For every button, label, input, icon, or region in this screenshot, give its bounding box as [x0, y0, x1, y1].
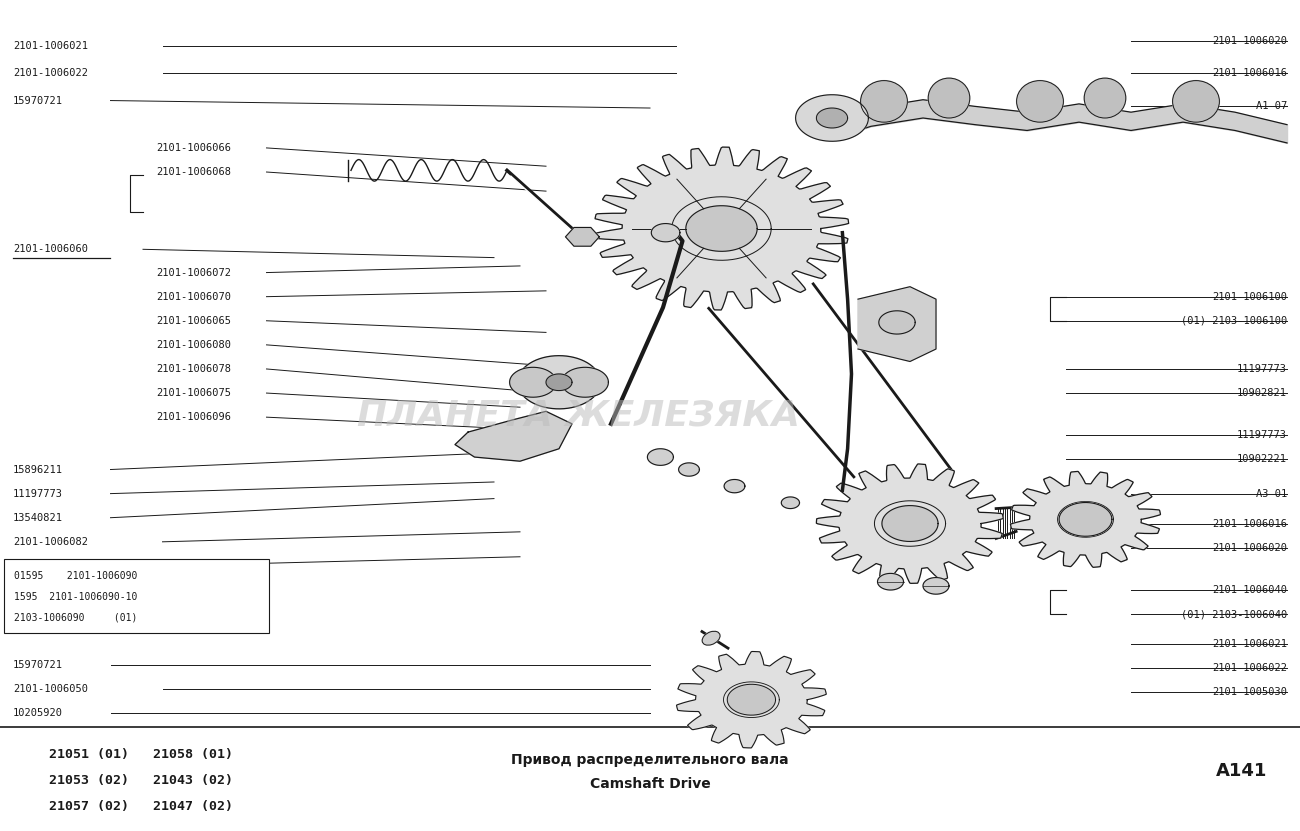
Text: 2101-1006021: 2101-1006021 [13, 41, 88, 51]
Text: 10902221: 10902221 [1238, 454, 1287, 464]
Text: A141: A141 [1216, 762, 1268, 780]
Text: 2101-1006075: 2101-1006075 [156, 388, 231, 398]
Ellipse shape [861, 81, 907, 122]
Text: Camshaft Drive: Camshaft Drive [590, 777, 710, 790]
Polygon shape [676, 652, 827, 748]
Text: Привод распределительного вала: Привод распределительного вала [511, 753, 789, 766]
Text: 2101-1006080: 2101-1006080 [156, 340, 231, 350]
Polygon shape [781, 497, 800, 509]
Polygon shape [651, 224, 680, 242]
Text: (01) 2103-1006100: (01) 2103-1006100 [1180, 316, 1287, 326]
Polygon shape [923, 578, 949, 594]
Polygon shape [686, 206, 757, 251]
Text: 2101-1006070: 2101-1006070 [156, 292, 231, 302]
Polygon shape [1060, 503, 1112, 536]
Text: 2101-1006096: 2101-1006096 [156, 412, 231, 422]
Ellipse shape [928, 78, 970, 118]
Polygon shape [1010, 471, 1161, 568]
Polygon shape [566, 228, 599, 246]
Text: 2101-1006068: 2101-1006068 [156, 167, 231, 177]
Text: 21051 (01)   21058 (01): 21051 (01) 21058 (01) [49, 748, 234, 761]
Text: 2101-1006060: 2101-1006060 [13, 244, 88, 254]
Text: A3 01: A3 01 [1256, 489, 1287, 499]
Ellipse shape [1173, 81, 1219, 122]
Text: 11197773: 11197773 [1238, 430, 1287, 440]
Text: 2103-1006090     (01): 2103-1006090 (01) [14, 612, 138, 622]
Text: 2101-1006065: 2101-1006065 [156, 316, 231, 326]
Text: 2101-1006020: 2101-1006020 [1212, 543, 1287, 553]
Text: ПЛАНЕТА ЖЕЛЕЗЯКА: ПЛАНЕТА ЖЕЛЕЗЯКА [358, 399, 800, 432]
Polygon shape [879, 311, 915, 334]
Polygon shape [816, 464, 1004, 583]
Polygon shape [881, 505, 939, 542]
Text: 1595  2101-1006090-10: 1595 2101-1006090-10 [14, 592, 138, 602]
Text: 2101-1006020: 2101-1006020 [1212, 36, 1287, 46]
Text: 13540821: 13540821 [13, 513, 62, 523]
Text: 10902821: 10902821 [1238, 388, 1287, 398]
Polygon shape [878, 573, 904, 590]
Text: 2101-1006066: 2101-1006066 [156, 143, 231, 153]
Text: 15970721: 15970721 [13, 96, 62, 106]
Text: 11197773: 11197773 [1238, 364, 1287, 374]
Polygon shape [455, 411, 572, 461]
Polygon shape [546, 374, 572, 391]
Text: 2101-1006082: 2101-1006082 [13, 537, 88, 547]
Polygon shape [724, 479, 745, 493]
Text: 2101-1005030: 2101-1005030 [1212, 687, 1287, 697]
Polygon shape [594, 147, 849, 310]
Polygon shape [679, 463, 699, 476]
Text: 2101-1006098: 2101-1006098 [13, 561, 88, 571]
Ellipse shape [702, 632, 720, 645]
Text: (01) 2103-1006040: (01) 2103-1006040 [1180, 609, 1287, 619]
Polygon shape [517, 356, 601, 409]
Text: 10205920: 10205920 [13, 708, 62, 718]
Polygon shape [562, 367, 608, 397]
Text: 21053 (02)   21043 (02): 21053 (02) 21043 (02) [49, 774, 234, 787]
Text: 2101-1006021: 2101-1006021 [1212, 639, 1287, 649]
Ellipse shape [1017, 81, 1063, 122]
Polygon shape [858, 287, 936, 361]
Text: 2101-1006016: 2101-1006016 [1212, 68, 1287, 78]
FancyBboxPatch shape [4, 559, 269, 633]
Text: 2101-1006016: 2101-1006016 [1212, 519, 1287, 529]
Text: A1 07: A1 07 [1256, 101, 1287, 111]
Text: 2101-1006022: 2101-1006022 [1212, 663, 1287, 673]
Text: 2101-1006072: 2101-1006072 [156, 268, 231, 278]
Polygon shape [647, 449, 673, 465]
Text: 11197773: 11197773 [13, 489, 62, 499]
Text: 2101-1006022: 2101-1006022 [13, 68, 88, 78]
Polygon shape [510, 367, 556, 397]
Text: 2101-1006100: 2101-1006100 [1212, 292, 1287, 302]
Text: 15970721: 15970721 [13, 660, 62, 670]
Polygon shape [727, 684, 776, 715]
Text: 01595    2101-1006090: 01595 2101-1006090 [14, 571, 138, 581]
Text: 2101-1006050: 2101-1006050 [13, 684, 88, 694]
Ellipse shape [1084, 78, 1126, 118]
Text: 15896211: 15896211 [13, 465, 62, 475]
Text: 2101-1006078: 2101-1006078 [156, 364, 231, 374]
Polygon shape [816, 108, 848, 128]
Polygon shape [796, 95, 868, 141]
Text: 21057 (02)   21047 (02): 21057 (02) 21047 (02) [49, 799, 234, 813]
Text: 2101-1006040: 2101-1006040 [1212, 585, 1287, 595]
